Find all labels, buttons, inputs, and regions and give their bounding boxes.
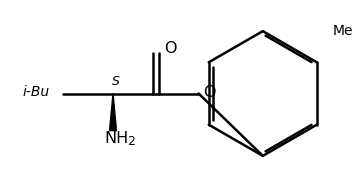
Text: Me: Me — [332, 24, 353, 38]
Text: O: O — [203, 85, 215, 100]
Text: O: O — [164, 42, 176, 56]
Text: S: S — [112, 75, 120, 88]
Text: i-Bu: i-Bu — [22, 85, 49, 99]
Text: 2: 2 — [127, 135, 135, 148]
Polygon shape — [109, 94, 117, 131]
Text: NH: NH — [104, 131, 129, 145]
